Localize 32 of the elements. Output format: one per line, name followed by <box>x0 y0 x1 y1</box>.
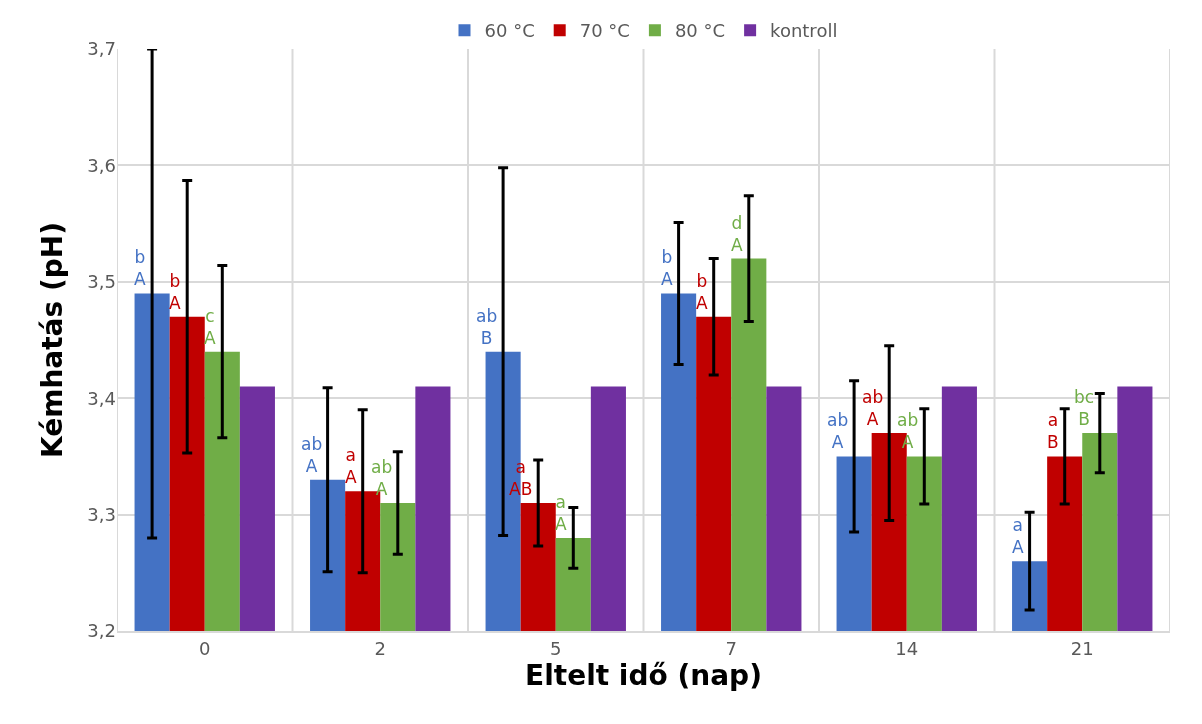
y-tick-label: 3,6 <box>87 154 116 176</box>
y-tick-label: 3,2 <box>87 620 116 642</box>
x-tick-label: 2 <box>374 637 386 659</box>
legend-label: 70 °C <box>579 20 630 42</box>
data-label: ab A <box>371 457 393 500</box>
data-label: a A <box>1012 515 1024 558</box>
y-tick-label: 3,4 <box>87 387 116 409</box>
y-axis-title: Kémhatás (pH) <box>36 222 70 458</box>
y-tick-label: 3,7 <box>87 38 116 60</box>
x-tick-label: 21 <box>1070 637 1094 659</box>
data-label: b A <box>696 271 708 314</box>
data-label: ab A <box>827 410 849 453</box>
x-axis-title: Eltelt idő (nap) <box>525 659 762 693</box>
x-tick-label: 0 <box>199 637 211 659</box>
data-label: b A <box>169 271 181 314</box>
legend-label: kontroll <box>770 20 838 42</box>
data-label: b A <box>134 247 146 290</box>
x-tick-label: 14 <box>895 637 919 659</box>
data-label: ab B <box>476 306 498 349</box>
data-label: a B <box>1047 410 1059 453</box>
data-label: b A <box>661 247 673 290</box>
data-label: bc B <box>1074 387 1095 430</box>
data-label: d A <box>731 213 743 256</box>
legend-label: 60 °C <box>484 20 535 42</box>
data-label: ab A <box>301 434 323 477</box>
x-tick-label: 5 <box>550 637 562 659</box>
legend-label: 80 °C <box>674 20 726 42</box>
data-label: a A <box>345 445 357 488</box>
x-tick-label: 7 <box>725 637 737 659</box>
y-tick-label: 3,5 <box>87 271 116 293</box>
data-label: ab A <box>862 387 884 430</box>
y-tick-label: 3,3 <box>87 503 116 525</box>
